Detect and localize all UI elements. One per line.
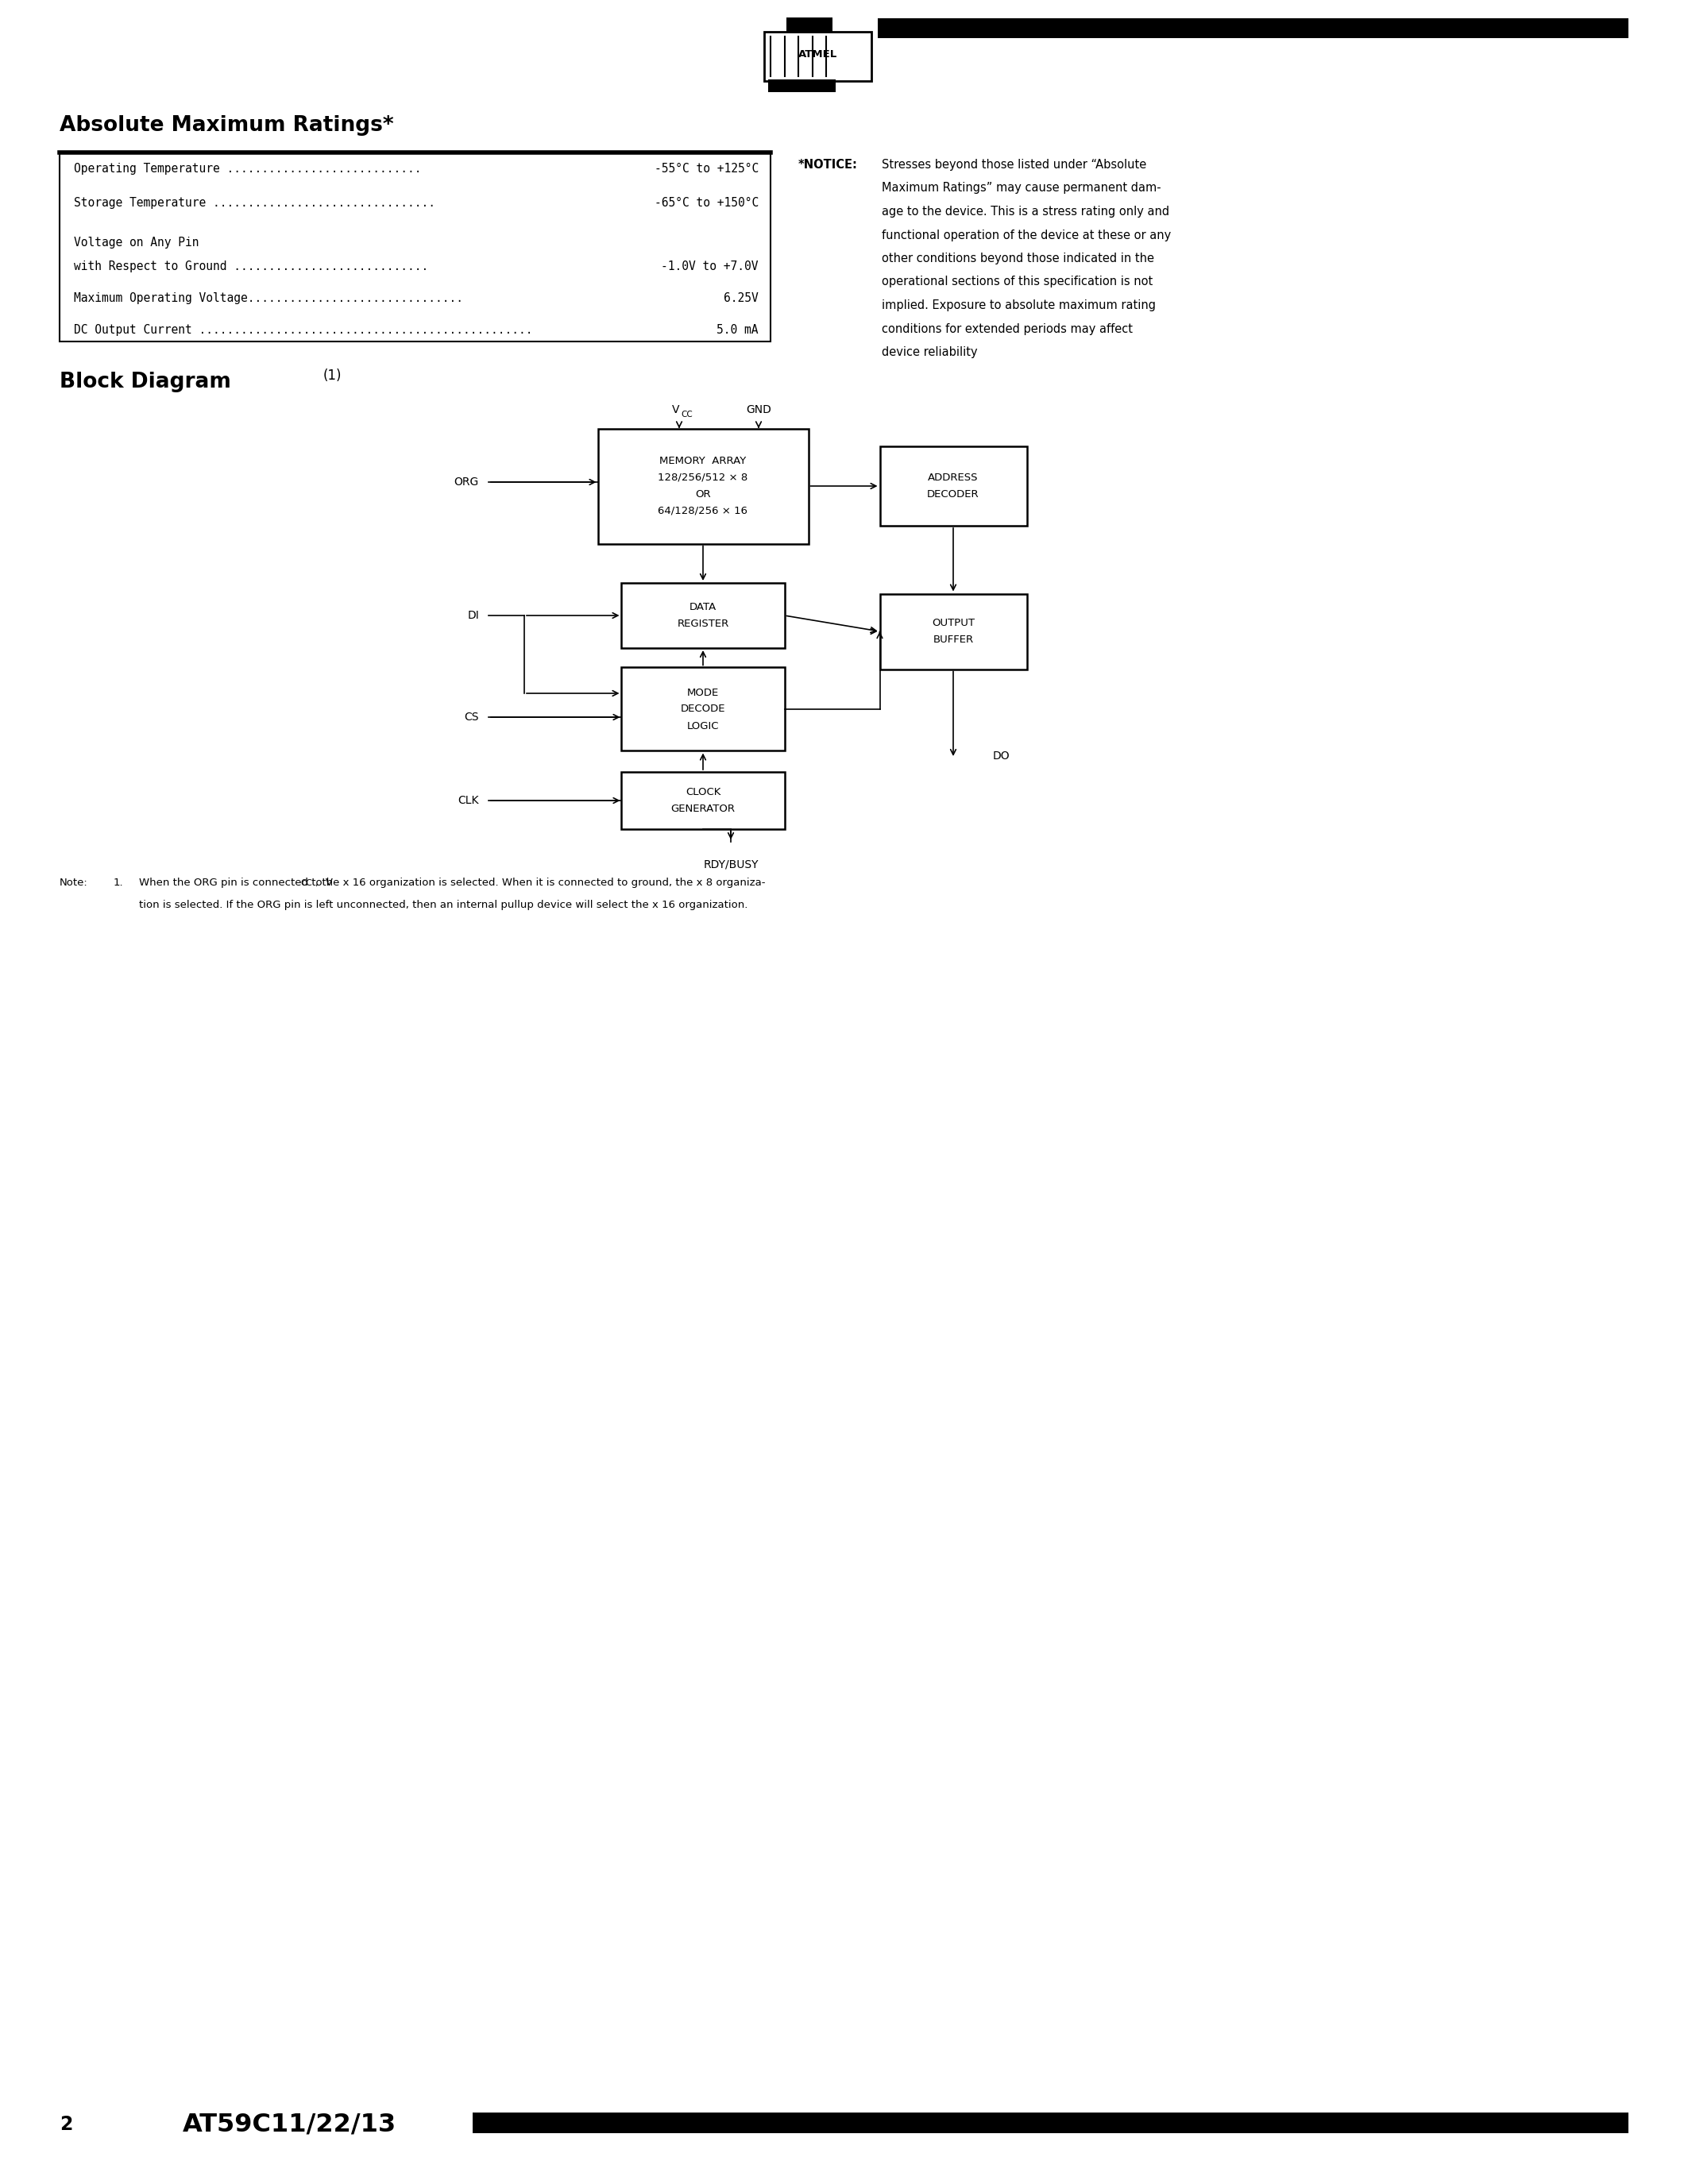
- Bar: [473, 2112, 1629, 2134]
- Text: *NOTICE:: *NOTICE:: [798, 159, 858, 170]
- Bar: [879, 446, 1026, 526]
- Text: CLK: CLK: [457, 795, 479, 806]
- Text: operational sections of this specification is not: operational sections of this specificati…: [881, 275, 1153, 288]
- Text: -55°C to +125°C: -55°C to +125°C: [655, 164, 758, 175]
- Text: Voltage on Any Pin: Voltage on Any Pin: [74, 236, 199, 249]
- Text: ATMEL: ATMEL: [798, 50, 837, 59]
- Text: GENERATOR: GENERATOR: [670, 804, 736, 815]
- Text: Maximum Ratings” may cause permanent dam-: Maximum Ratings” may cause permanent dam…: [881, 181, 1161, 194]
- Text: device reliability: device reliability: [881, 347, 977, 358]
- Text: tion is selected. If the ORG pin is left unconnected, then an internal pullup de: tion is selected. If the ORG pin is left…: [138, 900, 748, 911]
- Bar: [621, 583, 785, 649]
- Text: BUFFER: BUFFER: [933, 636, 974, 644]
- Text: Stresses beyond those listed under “Absolute: Stresses beyond those listed under “Abso…: [881, 159, 1146, 170]
- Bar: [765, 33, 871, 81]
- Text: DECODE: DECODE: [680, 703, 726, 714]
- Text: Block Diagram: Block Diagram: [59, 371, 231, 393]
- Text: OUTPUT: OUTPUT: [932, 618, 974, 629]
- Text: When the ORG pin is connected to V: When the ORG pin is connected to V: [138, 878, 333, 889]
- Text: MEMORY  ARRAY: MEMORY ARRAY: [660, 456, 746, 465]
- Text: MODE: MODE: [687, 688, 719, 697]
- Bar: [621, 771, 785, 830]
- Text: DO: DO: [993, 751, 1009, 762]
- Text: -1.0V to +7.0V: -1.0V to +7.0V: [662, 260, 758, 273]
- Text: Maximum Operating Voltage...............................: Maximum Operating Voltage...............…: [74, 293, 463, 304]
- Text: 64/128/256 × 16: 64/128/256 × 16: [658, 507, 748, 515]
- Text: conditions for extended periods may affect: conditions for extended periods may affe…: [881, 323, 1133, 334]
- Bar: [621, 668, 785, 751]
- Text: AT59C11/22/13: AT59C11/22/13: [182, 2112, 397, 2136]
- Text: Absolute Maximum Ratings*: Absolute Maximum Ratings*: [59, 116, 393, 135]
- Text: CS: CS: [464, 712, 479, 723]
- Text: 2: 2: [59, 2114, 73, 2134]
- Text: 5.0 mA: 5.0 mA: [717, 323, 758, 336]
- Text: LOGIC: LOGIC: [687, 721, 719, 732]
- Text: V: V: [672, 404, 679, 415]
- Bar: [787, 17, 832, 33]
- Text: implied. Exposure to absolute maximum rating: implied. Exposure to absolute maximum ra…: [881, 299, 1156, 312]
- Text: DI: DI: [468, 609, 479, 620]
- Text: CC: CC: [680, 411, 692, 419]
- Text: Storage Temperature ................................: Storage Temperature ....................…: [74, 197, 436, 210]
- Text: DECODER: DECODER: [927, 489, 979, 500]
- Text: 1.: 1.: [113, 878, 123, 889]
- Bar: [768, 79, 836, 92]
- Text: ORG: ORG: [454, 476, 479, 487]
- Text: , the x 16 organization is selected. When it is connected to ground, the x 8 org: , the x 16 organization is selected. Whe…: [316, 878, 765, 889]
- Text: CC: CC: [300, 880, 312, 887]
- Text: DATA: DATA: [689, 603, 717, 612]
- Text: GND: GND: [746, 404, 771, 415]
- Text: 128/256/512 × 8: 128/256/512 × 8: [658, 472, 748, 483]
- Text: functional operation of the device at these or any: functional operation of the device at th…: [881, 229, 1171, 240]
- Bar: [878, 17, 1629, 37]
- Text: Note:: Note:: [59, 878, 88, 889]
- Text: 6.25V: 6.25V: [724, 293, 758, 304]
- Text: other conditions beyond those indicated in the: other conditions beyond those indicated …: [881, 253, 1155, 264]
- Text: RDY/BUSY: RDY/BUSY: [704, 858, 758, 871]
- Text: DC Output Current ................................................: DC Output Current ......................…: [74, 323, 533, 336]
- Text: CLOCK: CLOCK: [685, 786, 721, 797]
- Text: -65°C to +150°C: -65°C to +150°C: [655, 197, 758, 210]
- Text: (1): (1): [324, 369, 343, 382]
- Bar: [598, 428, 809, 544]
- Bar: [879, 594, 1026, 668]
- Bar: [59, 153, 770, 341]
- Text: Operating Temperature ............................: Operating Temperature ..................…: [74, 164, 422, 175]
- Text: REGISTER: REGISTER: [677, 618, 729, 629]
- Text: OR: OR: [695, 489, 711, 500]
- Text: with Respect to Ground ............................: with Respect to Ground .................…: [74, 260, 429, 273]
- Text: age to the device. This is a stress rating only and: age to the device. This is a stress rati…: [881, 205, 1170, 218]
- Text: ADDRESS: ADDRESS: [928, 472, 979, 483]
